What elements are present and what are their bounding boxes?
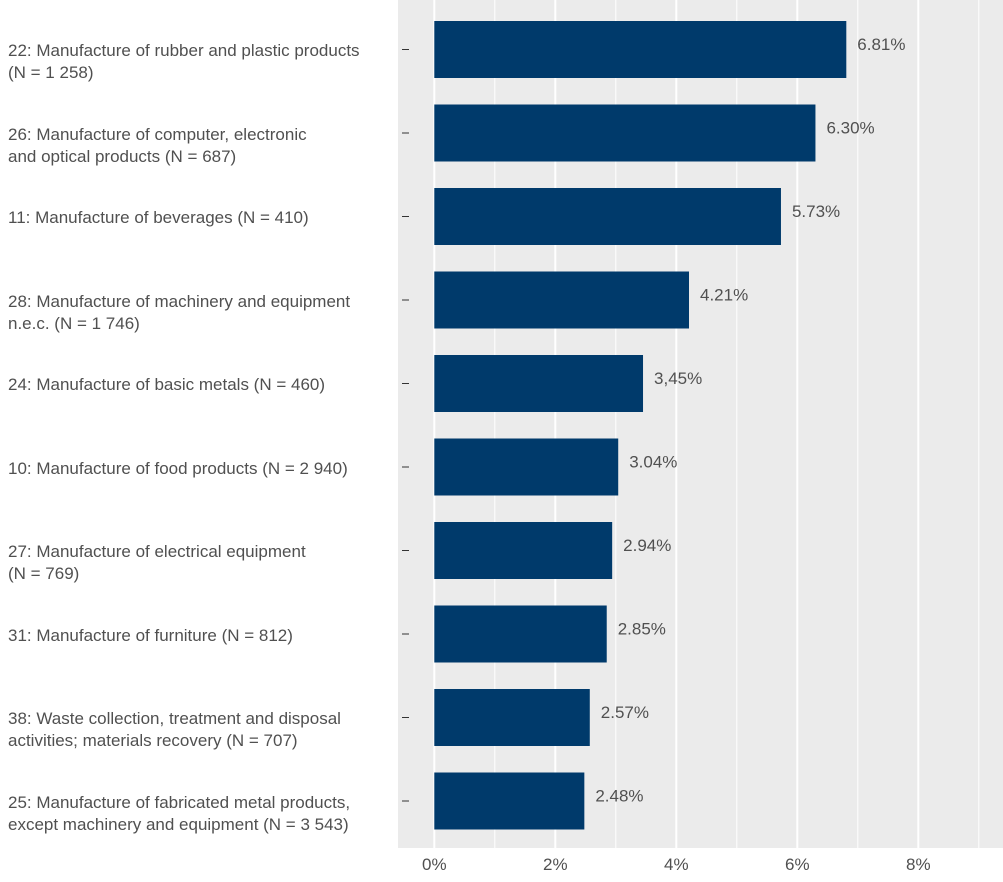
category-label: 38: Waste collection, treatment and disp…: [8, 709, 341, 750]
bar: [434, 188, 781, 245]
x-tick-label: 6%: [785, 855, 810, 874]
data-labels: 6.81% 6.30% 5.73% 4.21% 3,45% 3.04% 2.94% 2.85%…: [595, 35, 905, 806]
bar: [434, 522, 613, 579]
data-label: 4.21%: [700, 286, 748, 305]
data-label: 2.57%: [601, 703, 649, 722]
category-label: 22: Manufacture of rubber and plastic pr…: [8, 41, 360, 82]
data-label: 3,45%: [654, 369, 702, 388]
bars: [434, 21, 847, 830]
x-axis-tick-labels: 0% 2% 4% 6% 8%: [422, 855, 931, 874]
bar: [434, 438, 619, 496]
x-tick-label: 8%: [906, 855, 931, 874]
data-label: 6.30%: [826, 119, 874, 138]
category-label: 31: Manufacture of furniture (N = 812): [8, 625, 293, 645]
x-tick-label: 0%: [422, 855, 447, 874]
data-label: 3.04%: [629, 453, 677, 472]
category-label: 24: Manufacture of basic metals (N = 460…: [8, 375, 326, 394]
data-label: 6.81%: [857, 35, 905, 54]
bar: [434, 355, 644, 412]
data-label: 5.73%: [792, 202, 840, 221]
bar: [434, 772, 585, 830]
bar: [434, 605, 607, 663]
bar: [434, 21, 847, 78]
bar: [434, 271, 690, 329]
category-label: 26: Manufacture of computer, electronic …: [8, 124, 307, 166]
bar: [434, 104, 816, 162]
x-tick-label: 4%: [664, 855, 689, 874]
data-label: 2.48%: [595, 787, 643, 806]
category-label: 11: Manufacture of beverages (N = 410): [8, 208, 309, 227]
y-axis-ticks: [402, 49, 409, 802]
bar: [434, 689, 590, 746]
data-label: 2.85%: [618, 620, 666, 639]
data-label: 2.94%: [623, 536, 671, 555]
category-label: 25: Manufacture of fabricated metal prod…: [8, 792, 351, 834]
category-label: 10: Manufacture of food products (N = 2 …: [8, 458, 348, 478]
category-label: 27: Manufacture of electrical equipment …: [8, 542, 306, 583]
category-label: 28: Manufacture of machinery and equipme…: [8, 291, 351, 333]
x-tick-label: 2%: [543, 855, 568, 874]
